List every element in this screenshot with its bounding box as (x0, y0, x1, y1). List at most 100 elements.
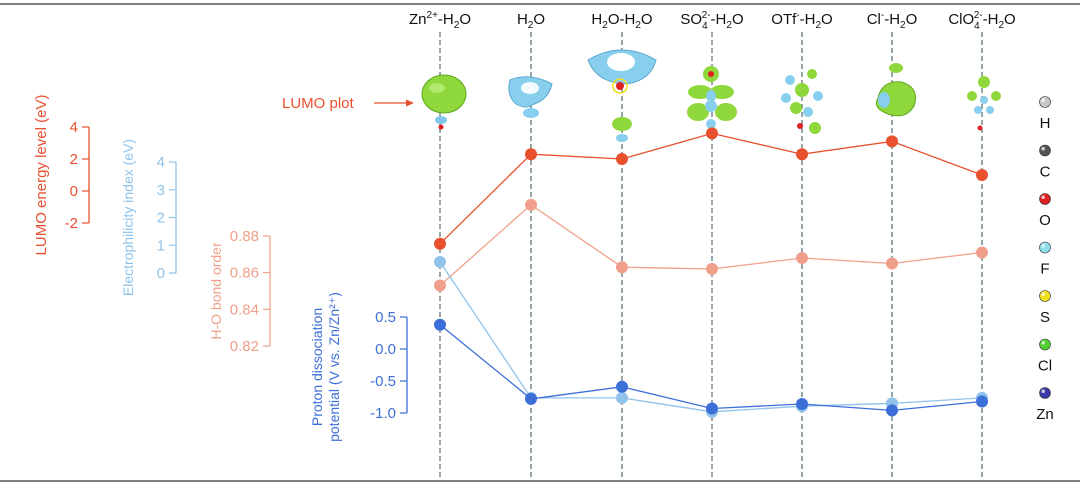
legend-item-s: S (1039, 290, 1051, 326)
legend-swatch (1039, 193, 1051, 205)
category-label-h2o: H2O (517, 11, 545, 31)
legend-swatch (1039, 144, 1051, 157)
legend-item-f: F (1039, 241, 1051, 278)
y-axis-3: 0.88 0.86 0.84 0.82 H-O bond order (208, 228, 271, 355)
y-axis-title: H-O bond order (208, 242, 224, 340)
lumo-isosurface-h2o (508, 76, 553, 118)
y-tick-label: 0 (70, 183, 78, 200)
data-point-7 (976, 169, 988, 181)
category-label-otf-h2o: OTf--H2O (771, 10, 832, 31)
legend-swatch-highlight (1041, 340, 1045, 345)
legend-label: C (1040, 164, 1051, 181)
legend-swatch-highlight (1041, 292, 1045, 297)
data-point-5 (796, 398, 808, 410)
lumo-isosurface-otf-h2o (781, 69, 823, 134)
legend-label: H (1040, 115, 1051, 132)
y-tick-label: 4 (70, 119, 78, 136)
data-point-6 (886, 135, 898, 148)
legend-swatch-highlight (1041, 389, 1045, 394)
legend-label: Zn (1036, 406, 1054, 423)
y-tick-label: -1.0 (370, 405, 396, 422)
category-label-cl-h2o: Cl--H2O (867, 10, 918, 31)
legend-label: O (1039, 212, 1051, 229)
series-2 (434, 255, 988, 418)
data-point-6 (886, 257, 898, 270)
data-point-1 (434, 279, 446, 292)
y-tick-label: 0.82 (230, 338, 259, 355)
lumo-isosurface-cl-h2o (875, 63, 916, 117)
data-point-2 (525, 198, 537, 211)
y-axis-title: Electrophilicity index (eV) (120, 139, 136, 296)
category-label-zn-h2o: Zn2+-H2O (409, 10, 471, 31)
data-point-2 (525, 392, 537, 405)
category-headers: Zn2+-H2O H2O H2O-H2O SO42--H2O OTf--H2O … (409, 10, 1016, 32)
y-tick-label: 0 (157, 265, 165, 282)
lumo-isosurface-so4-h2o (687, 66, 737, 129)
y-tick-label: 1 (157, 237, 165, 254)
y-tick-label: -0.5 (370, 373, 396, 390)
series-1 (434, 127, 988, 250)
legend-item-o: O (1039, 193, 1051, 229)
y-axis-1: 4 2 0 -2 LUMO energy level (eV) (33, 95, 90, 256)
legend-item-c: C (1039, 144, 1051, 181)
data-point-7 (976, 246, 988, 259)
data-point-1 (434, 255, 446, 268)
y-axis-title: LUMO energy level (eV) (33, 95, 50, 256)
legend-item-zn: Zn (1036, 387, 1054, 423)
data-point-1 (434, 237, 446, 250)
legend-swatch (1039, 290, 1051, 302)
series-line (439, 132, 983, 245)
y-tick-label: 0.0 (375, 341, 396, 358)
category-label-h2o-h2o: H2O-H2O (591, 11, 652, 31)
legend-item-cl: Cl (1038, 338, 1052, 375)
legend-swatch-highlight (1041, 146, 1045, 151)
y-axis-title-line-1: Proton dissociation (309, 308, 325, 426)
data-point-3 (616, 261, 628, 274)
lumo-plot-arrowhead (406, 99, 414, 107)
y-tick-label: 2 (157, 210, 165, 227)
lumo-isosurface-zn-h2o (421, 74, 467, 130)
lumo-plot-annotation: LUMO plot (282, 95, 414, 112)
lumo-isosurface-h2o-h2o (587, 49, 657, 142)
legend-label: S (1040, 309, 1050, 326)
atom-legend: H C O F S Cl Zn (1036, 96, 1054, 423)
legend-swatch (1039, 338, 1051, 351)
y-tick-label: 4 (157, 154, 165, 171)
data-point-3 (616, 380, 628, 393)
legend-swatch-highlight (1041, 243, 1045, 248)
legend-swatch (1039, 241, 1051, 254)
legend-item-h: H (1039, 96, 1051, 132)
y-tick-label: 3 (157, 182, 165, 199)
y-tick-label: 0.88 (230, 228, 259, 245)
series-line (439, 261, 983, 413)
data-point-4 (706, 263, 718, 275)
y-tick-label: 2 (70, 151, 78, 168)
data-point-5 (796, 148, 808, 161)
lumo-isosurfaces (421, 49, 1001, 142)
data-point-3 (616, 153, 628, 165)
y-axes: 4 2 0 -2 LUMO energy level (eV) 4 3 2 1 0 Electrop… (33, 95, 408, 442)
y-axis-2: 4 3 2 1 0 Electrophilicity index (eV) (120, 139, 177, 296)
lumo-isosurface-clo4-h2o (967, 76, 1001, 131)
series-3 (434, 198, 988, 292)
legend-swatch-highlight (1041, 195, 1045, 199)
legend-swatch (1039, 96, 1051, 108)
data-point-4 (706, 127, 718, 140)
legend-label: Cl (1038, 358, 1052, 375)
category-label-clo4-h2o: ClO42--H2O (948, 10, 1015, 32)
data-point-1 (434, 318, 446, 331)
data-point-7 (976, 395, 988, 408)
data-point-4 (706, 402, 718, 415)
y-tick-label: 0.84 (230, 301, 259, 318)
legend-swatch (1039, 387, 1051, 399)
legend-swatch-highlight (1041, 98, 1045, 102)
legend-label: F (1040, 261, 1049, 278)
y-tick-label: 0.5 (375, 309, 396, 326)
lumo-plot-label: LUMO plot (282, 95, 355, 112)
data-point-2 (525, 148, 537, 161)
y-tick-label: -2 (65, 215, 78, 232)
data-point-6 (886, 404, 898, 417)
category-label-so4-h2o: SO42--H2O (680, 10, 743, 32)
